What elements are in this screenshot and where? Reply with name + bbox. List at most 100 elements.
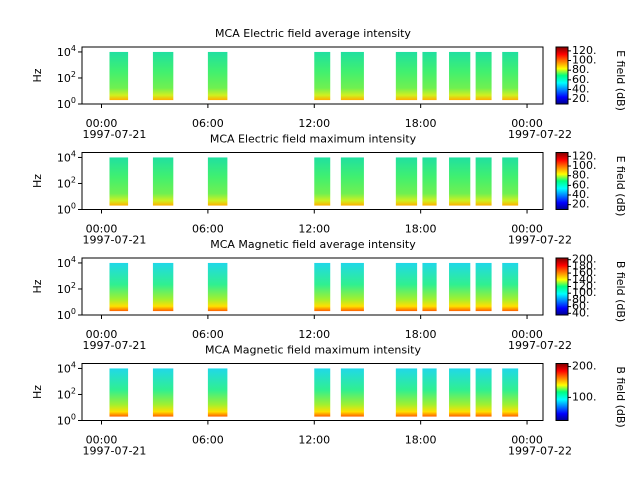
x-date-label: 1997-07-22 (508, 339, 572, 352)
colorbar-tick-label: 20. (572, 198, 590, 211)
x-tick-label: 00:00 (86, 328, 118, 341)
colorbar (556, 363, 568, 421)
colorbar-frame (555, 363, 569, 421)
colorbar-tick-label: 100. (572, 390, 597, 403)
colorbar-tick-label: 100. (572, 159, 597, 172)
plot-frame (81, 46, 544, 105)
colorbar-tick-label: 120. (572, 149, 597, 162)
x-tick-label: 00:00 (511, 434, 543, 447)
data-block (475, 368, 492, 417)
data-block (109, 368, 129, 417)
colorbar-tick-label: 120. (572, 44, 597, 57)
data-block (502, 51, 519, 101)
y-tick-label: 100 (57, 201, 76, 217)
data-block (395, 51, 418, 101)
y-tick-label: 104 (57, 43, 76, 59)
y-axis-label: Hz (31, 68, 44, 82)
data-block (475, 157, 492, 206)
data-block (340, 368, 364, 417)
x-tick-label: 00:00 (86, 223, 118, 236)
x-tick-label: 00:00 (86, 434, 118, 447)
colorbar-frame (555, 46, 569, 105)
x-tick-label: 06:00 (192, 223, 224, 236)
x-tick-label: 00:00 (86, 117, 118, 130)
x-tick-label: 18:00 (405, 328, 437, 341)
y-tick-label: 102 (57, 175, 76, 191)
y-tick-label: 100 (57, 307, 76, 323)
data-block (314, 157, 331, 206)
plot-frame (81, 152, 544, 210)
colorbar-tick-label: 180. (572, 259, 597, 272)
x-tick-label: 06:00 (192, 328, 224, 341)
plot-frame (81, 363, 544, 421)
panel-title: MCA Electric field maximum intensity (210, 133, 417, 146)
y-tick-label: 104 (57, 254, 76, 270)
y-tick-label: 100 (57, 412, 76, 428)
data-block (395, 157, 418, 206)
data-block (422, 51, 437, 101)
x-date-label: 1997-07-22 (508, 445, 572, 458)
data-block (207, 368, 228, 417)
data-block (422, 368, 437, 417)
colorbar-tick-label: 60. (572, 178, 590, 191)
data-block (152, 262, 174, 312)
x-tick-label: 00:00 (511, 223, 543, 236)
x-tick-label: 12:00 (298, 223, 330, 236)
colorbar-tick-label: 60. (572, 73, 590, 86)
data-block (152, 157, 174, 206)
colorbar-tick-label: 200. (572, 253, 597, 266)
colorbar-label: B field (dB) (614, 261, 627, 322)
data-block (207, 51, 228, 101)
colorbar (556, 47, 568, 104)
y-tick-label: 100 (57, 96, 76, 112)
x-date-label: 1997-07-21 (83, 128, 147, 141)
x-date-label: 1997-07-22 (508, 128, 572, 141)
data-block (207, 157, 228, 206)
x-tick-label: 18:00 (405, 434, 437, 447)
colorbar-tick-label: 40. (572, 306, 590, 319)
x-tick-label: 00:00 (511, 117, 543, 130)
plot-frame (81, 257, 544, 316)
data-block (449, 262, 471, 312)
colorbar-label: B field (dB) (614, 366, 627, 427)
data-block (109, 262, 129, 312)
colorbar (556, 152, 568, 210)
y-tick-label: 102 (57, 69, 76, 85)
data-block (207, 262, 228, 312)
x-tick-label: 12:00 (298, 328, 330, 341)
data-block (502, 368, 519, 417)
x-tick-label: 12:00 (298, 434, 330, 447)
data-block (152, 51, 174, 101)
data-block (502, 262, 519, 312)
colorbar-tick-label: 80. (572, 63, 590, 76)
data-block (395, 368, 418, 417)
y-axis-label: Hz (31, 174, 44, 188)
colorbar-tick-label: 60. (572, 300, 590, 313)
colorbar-tick-label: 80. (572, 293, 590, 306)
x-tick-label: 12:00 (298, 117, 330, 130)
data-block (314, 51, 331, 101)
data-block (152, 368, 174, 417)
data-block (475, 262, 492, 312)
colorbar-tick-label: 40. (572, 83, 590, 96)
x-date-label: 1997-07-21 (83, 339, 147, 352)
panel-title: MCA Electric field average intensity (215, 27, 411, 40)
panel-title: MCA Magnetic field average intensity (210, 238, 416, 251)
colorbar-tick-label: 120. (572, 280, 597, 293)
colorbar-label: E field (dB) (614, 156, 627, 217)
y-tick-label: 104 (57, 360, 76, 376)
x-tick-label: 06:00 (192, 434, 224, 447)
colorbar-tick-label: 160. (572, 266, 597, 279)
panel-title: MCA Magnetic field maximum intensity (205, 344, 421, 357)
colorbar-tick-label: 100. (572, 54, 597, 67)
data-block (109, 157, 129, 206)
x-tick-label: 00:00 (511, 328, 543, 341)
colorbar-tick-label: 200. (572, 360, 597, 373)
data-block (449, 51, 471, 101)
data-block (340, 51, 364, 101)
data-block (449, 157, 471, 206)
y-axis-label: Hz (31, 385, 44, 399)
data-block (422, 157, 437, 206)
y-axis-label: Hz (31, 279, 44, 293)
